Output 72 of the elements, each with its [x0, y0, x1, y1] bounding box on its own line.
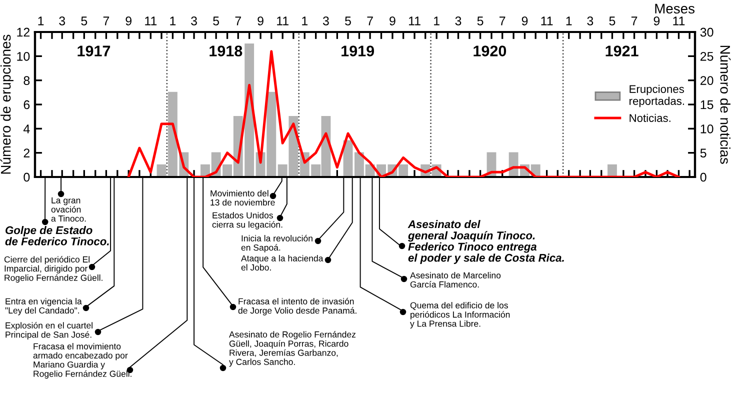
- y2-tick-label: 10: [700, 124, 714, 134]
- x-tick-label: 5: [81, 16, 88, 26]
- x-axis-title: Meses: [655, 4, 694, 14]
- x-tick-label: 5: [213, 16, 220, 26]
- x-tick-label: 9: [126, 16, 132, 26]
- annotation: Quema del edificio de los periódicos La Información y La Prensa Libre.: [410, 302, 510, 328]
- annotation: Asesinato del general Joaquín Tinoco. Federico Tinoco entrega el poder y sale de Costa Rica.: [408, 220, 564, 264]
- legend-label: Erupciones reportadas.: [630, 84, 684, 108]
- annotation: Movimiento del 13 de noviembre: [210, 190, 275, 206]
- y-tick-label: 0: [24, 172, 30, 182]
- annotation: Golpe de Estado de Federico Tinoco.: [5, 226, 109, 246]
- y-axis-title: Número de erupciones: [0, 34, 14, 174]
- x-tick-label: 7: [631, 16, 638, 26]
- legend-label: Noticias.: [630, 114, 670, 122]
- bar: [608, 164, 617, 177]
- y-tick-label: 8: [24, 76, 30, 85]
- annotation: Cierre del periódico El Imparcial, dirigido por Rogelio Fernández Güell.: [4, 256, 102, 283]
- x-tick-label: 7: [103, 16, 110, 26]
- y-tick-label: 4: [23, 124, 30, 134]
- x-tick-label: 1: [566, 16, 572, 26]
- x-tick-label: 11: [408, 16, 420, 26]
- x-tick-label: 11: [145, 16, 157, 26]
- y-tick-label: 6: [24, 100, 30, 110]
- annotation: 1918: [210, 46, 242, 56]
- annotation: Explosión en el cuartel Principal de San José.: [6, 322, 92, 340]
- x-tick-label: 9: [390, 16, 396, 26]
- y2-tick-label: 0: [700, 172, 706, 182]
- y-tick-label: 2: [24, 148, 30, 158]
- annotation: Fracasa el movimiento armado encabezado por Mariano Guardia y Rogelio Fernández Güell.: [33, 343, 132, 379]
- x-tick-label: 7: [500, 16, 506, 26]
- x-tick-label: 1: [434, 16, 440, 26]
- annotation: Inicia la revolución en Sapoá.: [241, 234, 312, 252]
- annotation: Asesinato de Rogelio Fernández Güell, Joaquín Porras, Ricardo Rivera, Jeremías Garbanzo, y Carlos Sancho.: [229, 331, 356, 367]
- x-tick-label: 3: [587, 16, 594, 26]
- x-tick-label: 7: [235, 16, 241, 26]
- annotation: Fracasa el intento de invasión de Jorge Volio desde Panamá.: [238, 298, 356, 316]
- annotation: Estados Unidos cierra su legación.: [212, 212, 282, 230]
- y2-tick-label: 5: [700, 148, 706, 158]
- x-tick-label: 3: [322, 16, 329, 26]
- bar: [156, 164, 166, 177]
- annotation: La gran ovación a Tinoco.: [51, 197, 86, 222]
- annotation: Entra en vigencia la "Ley del Candado".: [5, 298, 82, 316]
- y2-axis-title: Número de noticias: [720, 46, 731, 164]
- bar: [343, 140, 353, 177]
- x-tick-label: 9: [522, 16, 528, 26]
- annotation: 1920: [474, 46, 506, 56]
- x-tick-label: 9: [258, 16, 264, 26]
- annotation: 1919: [342, 46, 374, 56]
- annotation: Asesinato de Marcelino García Flamenco.: [410, 272, 501, 288]
- annotation: 1917: [78, 46, 110, 56]
- y2-tick-label: 25: [700, 52, 714, 61]
- x-tick-label: 11: [541, 16, 553, 26]
- x-tick-label: 3: [455, 16, 462, 26]
- x-tick-label: 1: [38, 16, 44, 26]
- y-tick-label: 12: [17, 28, 30, 37]
- x-tick-label: 1: [302, 16, 308, 26]
- x-tick-label: 7: [367, 16, 373, 26]
- x-tick-label: 1: [170, 16, 176, 26]
- x-tick-label: 11: [277, 16, 288, 26]
- y2-tick-label: 20: [700, 76, 714, 85]
- x-tick-label: 9: [654, 16, 660, 26]
- annotation: 1921: [606, 46, 638, 56]
- y-tick-label: 10: [17, 52, 30, 61]
- y2-tick-label: 30: [700, 28, 714, 37]
- annotation: Ataque a la hacienda el Jobo.: [241, 255, 324, 271]
- x-tick-label: 5: [477, 16, 484, 26]
- x-tick-label: 5: [609, 16, 616, 26]
- y2-tick-label: 15: [700, 100, 714, 110]
- x-tick-label: 11: [673, 16, 685, 26]
- x-tick-label: 3: [59, 16, 66, 26]
- x-tick-label: 3: [191, 16, 197, 26]
- x-tick-label: 5: [345, 16, 351, 26]
